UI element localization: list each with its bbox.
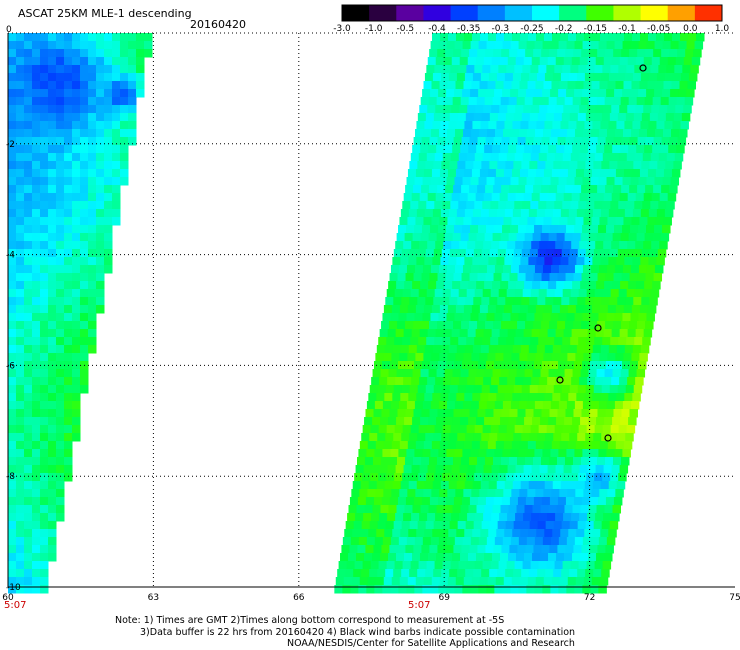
x-tick-label: 72 — [584, 593, 595, 603]
colorbar-segment — [640, 5, 669, 21]
colorbar-segment — [532, 5, 560, 21]
colorbar-tick-label: -0.05 — [647, 24, 670, 34]
y-tick-label: -8 — [6, 472, 15, 482]
swath-cells — [8, 33, 705, 594]
colorbar-segment — [504, 5, 533, 21]
island-outline — [639, 64, 647, 72]
colorbar-tick-label: -0.15 — [584, 24, 607, 34]
x-tick-label: 60 — [2, 593, 14, 603]
note-line-3: NOAA/NESDIS/Center for Satellite Applica… — [287, 638, 575, 649]
island-outline — [594, 324, 602, 332]
colorbar-tick-label: -0.1 — [618, 24, 636, 34]
colorbar-tick-label: -1.0 — [365, 24, 383, 34]
x-tick-label: 69 — [438, 593, 450, 603]
y-tick-label: -6 — [6, 361, 15, 371]
y-tick-label: -4 — [6, 251, 15, 261]
island-outline — [604, 434, 612, 442]
x-tick-label: 66 — [293, 593, 305, 603]
colorbar-tick-label: -0.3 — [492, 24, 510, 34]
colorbar-segment — [559, 5, 587, 21]
colorbar-segment — [477, 5, 506, 21]
colorbar-frame — [341, 4, 723, 22]
colorbar-segment — [369, 5, 397, 21]
time-label-center: 5:07 — [408, 600, 431, 611]
colorbar-segment — [396, 5, 424, 21]
y-tick-label: -10 — [6, 583, 21, 593]
note-line-1: Note: 1) Times are GMT 2)Times along bot… — [115, 615, 505, 626]
colorbar-tick-label: -0.2 — [555, 24, 573, 34]
colorbar-segment — [613, 5, 642, 21]
colorbar-segment — [667, 5, 696, 21]
y-tick-label: -2 — [6, 140, 15, 150]
colorbar-tick-label: -0.5 — [397, 24, 415, 34]
x-tick-label: 75 — [729, 593, 740, 603]
colorbar-tick-label: 0.0 — [683, 24, 698, 34]
colorbar-tick-label: -3.0 — [333, 24, 351, 34]
time-label-left: 5:07 — [4, 600, 27, 611]
island-outline — [556, 376, 564, 384]
colorbar-segment — [342, 5, 370, 21]
colorbar-segment — [450, 5, 479, 21]
chart-date: 20160420 — [190, 18, 246, 31]
chart-title: ASCAT 25KM MLE-1 descending — [18, 7, 192, 20]
note-line-2: 3)Data buffer is 22 hrs from 20160420 4)… — [140, 627, 576, 638]
colorbar-tick-label: -0.25 — [520, 24, 543, 34]
colorbar-segment — [694, 5, 723, 21]
colorbar-segment — [423, 5, 452, 21]
colorbar-tick-label: -0.35 — [457, 24, 480, 34]
colorbar-tick-label: 1.0 — [715, 24, 730, 34]
x-tick-label: 63 — [148, 593, 159, 603]
colorbar-segment — [586, 5, 614, 21]
colorbar-tick-label: -0.4 — [428, 24, 446, 34]
y-tick-label: 0 — [6, 25, 12, 35]
